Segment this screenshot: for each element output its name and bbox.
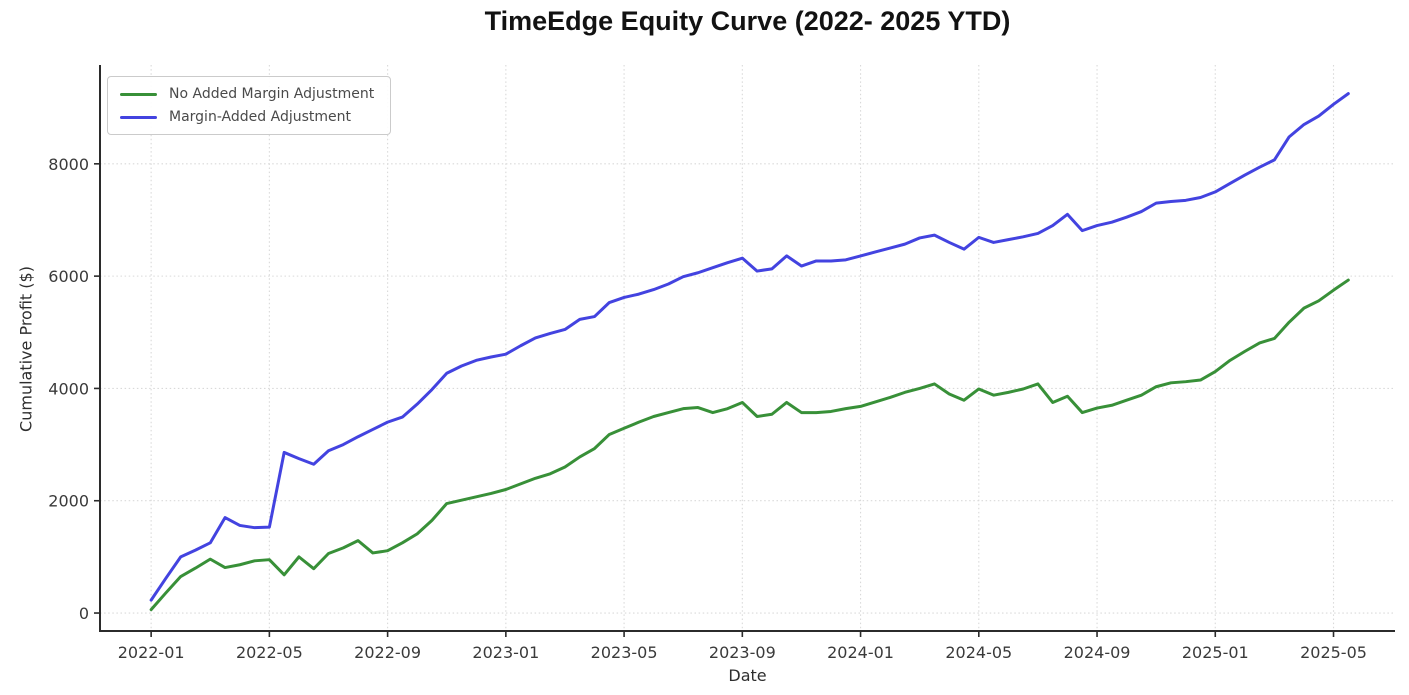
series-line-no-added-margin (149, 278, 1350, 612)
legend-swatch-blue-line (120, 115, 157, 119)
x-tick-label: 2025-05 (1300, 643, 1367, 662)
tick-marks (94, 163, 1335, 637)
x-tick-label: 2022-01 (118, 643, 185, 662)
x-tick-label: 2023-09 (709, 643, 776, 662)
legend-label: Margin-Added Adjustment (169, 109, 351, 125)
x-tick-label: 2023-01 (472, 643, 539, 662)
y-tick-label: 2000 (48, 492, 89, 511)
series-lines (149, 92, 1350, 612)
x-tick-label: 2025-01 (1182, 643, 1249, 662)
y-tick-label: 6000 (48, 267, 89, 286)
y-axis-label: Cumulative Profit ($) (16, 266, 36, 432)
y-tick-label: 0 (79, 604, 89, 623)
x-tick-label: 2022-05 (236, 643, 303, 662)
x-tick-label: 2023-05 (591, 643, 658, 662)
gridlines (100, 65, 1395, 631)
x-tick-label: 2024-01 (827, 643, 894, 662)
x-tick-label: 2024-05 (945, 643, 1012, 662)
x-tick-label: 2024-09 (1064, 643, 1131, 662)
y-tick-label: 4000 (48, 379, 89, 398)
legend-row-no-added-margin: No Added Margin Adjustment (120, 86, 374, 102)
legend: No Added Margin Adjustment Margin-Added … (107, 76, 392, 135)
series-line-margin-added (149, 92, 1350, 602)
x-tick-label: 2022-09 (354, 643, 421, 662)
axis-spines (99, 65, 1395, 632)
legend-row-margin-added: Margin-Added Adjustment (120, 109, 374, 125)
chart-title: TimeEdge Equity Curve (2022- 2025 YTD) (484, 6, 1011, 36)
y-tick-label: 8000 (48, 155, 89, 174)
legend-swatch-green-line (120, 92, 157, 96)
x-tick-labels: 2022-01 2022-05 2022-09 2023-01 2023-05 2023-… (118, 643, 1367, 662)
y-tick-labels: 0 2000 4000 6000 8000 (48, 155, 89, 623)
x-axis-label: Date (728, 666, 767, 685)
legend-label: No Added Margin Adjustment (169, 86, 375, 102)
